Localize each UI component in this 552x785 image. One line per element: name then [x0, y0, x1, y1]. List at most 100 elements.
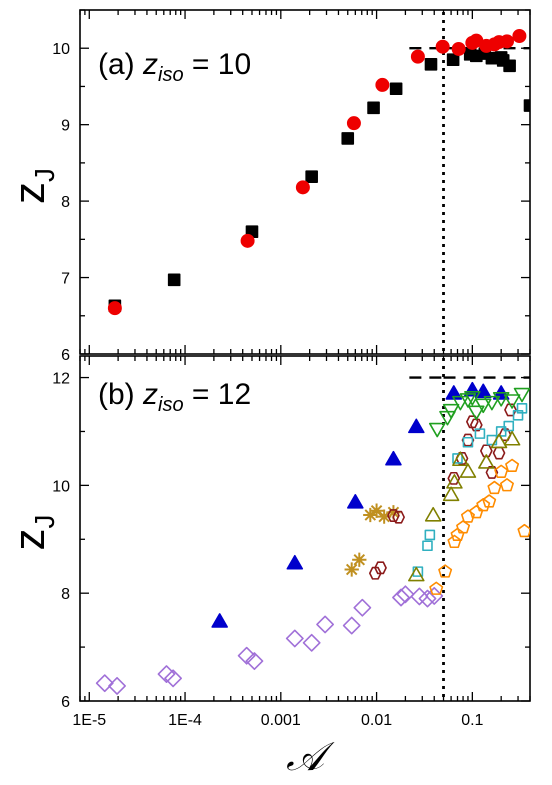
- data-point: [446, 53, 460, 66]
- data-point: [512, 28, 527, 43]
- data-point: [503, 59, 516, 73]
- y-ticks: 6 7 8 9 10: [52, 9, 530, 364]
- panel-annotation: (a) ziso = 10: [98, 48, 251, 86]
- y-tick-label: 10: [52, 478, 70, 495]
- panel-label: (b): [98, 378, 143, 411]
- data-point: [418, 589, 437, 608]
- data-point: [495, 426, 507, 437]
- data-point: [341, 132, 355, 145]
- data-point: [490, 433, 508, 449]
- x-tick-label: 0.001: [261, 712, 301, 729]
- data-point: [428, 422, 446, 438]
- data-point: [523, 99, 530, 112]
- data-series: [95, 381, 530, 695]
- data-point: [245, 652, 264, 671]
- x-tick-label: 0.01: [361, 712, 392, 729]
- data-point: [374, 561, 387, 575]
- annotation-value: = 12: [184, 378, 252, 411]
- data-point: [447, 471, 461, 485]
- data-point: [483, 395, 501, 411]
- y-ticks: 6 8 10 12: [52, 371, 530, 711]
- data-point: [446, 474, 463, 489]
- data-point: [435, 39, 450, 54]
- data-point: [302, 633, 321, 652]
- y-tick-label: 6: [61, 347, 70, 364]
- data-point: [505, 458, 520, 473]
- annotation-symbol: z: [142, 48, 158, 81]
- data-point: [503, 420, 515, 432]
- y-axis-label-sub: J: [29, 168, 60, 182]
- data-point: [377, 509, 392, 524]
- data-point: [352, 552, 367, 567]
- data-point: [353, 598, 372, 617]
- data-point: [363, 507, 378, 523]
- annotation-value: = 10: [184, 48, 252, 81]
- data-point: [500, 478, 514, 492]
- plot-frame: [79, 9, 531, 355]
- data-point: [482, 494, 497, 508]
- data-point: [408, 418, 425, 434]
- x-axis-label-group: 𝒜: [286, 734, 335, 780]
- y-tick-label: 7: [61, 271, 70, 288]
- data-point: [499, 34, 514, 49]
- data-point: [392, 510, 405, 524]
- series-1: [95, 585, 444, 695]
- y-tick-label: 10: [52, 41, 70, 58]
- x-ticks: [79, 356, 531, 701]
- data-point: [513, 387, 530, 403]
- x-ticks: [79, 10, 531, 354]
- series-1: [108, 47, 530, 313]
- data-point: [344, 562, 359, 577]
- annotation-subscript: iso: [158, 394, 184, 416]
- data-point: [451, 41, 466, 56]
- y-axis-label-main: z: [5, 182, 54, 204]
- y-axis-label-sub: J: [29, 515, 60, 529]
- data-point: [211, 613, 228, 628]
- x-tick-label: 1E-4: [168, 712, 202, 729]
- data-point: [167, 273, 181, 287]
- data-point: [469, 505, 484, 519]
- data-point: [468, 405, 485, 421]
- data-point: [392, 588, 410, 607]
- data-point: [462, 436, 474, 448]
- data-point: [305, 170, 318, 183]
- panel-annotation: (b) ziso = 12: [98, 378, 251, 416]
- data-point: [386, 505, 401, 520]
- data-point: [108, 676, 126, 695]
- series-3: [344, 503, 401, 577]
- data-point: [503, 430, 521, 446]
- data-point: [464, 390, 481, 406]
- data-point: [492, 446, 506, 460]
- panel-label: (a): [98, 48, 143, 81]
- data-point: [442, 403, 460, 419]
- data-point: [375, 77, 390, 92]
- data-point: [461, 433, 475, 447]
- data-point: [285, 629, 304, 648]
- series-2: [107, 28, 527, 316]
- data-point: [424, 529, 436, 541]
- data-point: [476, 498, 491, 512]
- data-point: [452, 451, 469, 467]
- data-point: [447, 534, 462, 549]
- data-point: [503, 394, 521, 409]
- y-axis-label: zJ: [5, 168, 60, 204]
- y-tick-label: 6: [61, 694, 70, 711]
- data-point: [295, 180, 310, 195]
- data-point: [346, 116, 361, 131]
- data-point: [474, 398, 492, 414]
- y-tick-label: 9: [61, 118, 70, 135]
- data-point: [429, 581, 444, 595]
- data-point: [164, 669, 183, 688]
- y-tick-label: 12: [52, 371, 70, 388]
- data-point: [516, 402, 528, 414]
- data-point: [367, 101, 380, 115]
- x-tick-label: 1E-5: [72, 712, 106, 729]
- series-8: [428, 387, 530, 438]
- data-point: [396, 585, 415, 604]
- y-axis-label: zJ: [5, 515, 60, 551]
- data-point: [385, 450, 402, 466]
- data-point: [452, 395, 469, 411]
